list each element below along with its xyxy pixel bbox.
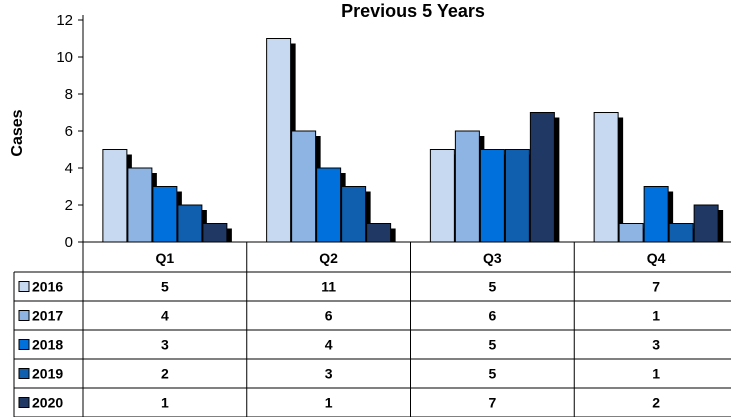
bar-2018-Q2 <box>316 167 342 243</box>
legend-label: 2017 <box>32 308 63 324</box>
bar-shadow <box>226 228 232 242</box>
legend-label: 2018 <box>32 337 63 353</box>
y-tick-label: 6 <box>65 123 73 140</box>
y-tick-label: 8 <box>65 86 73 103</box>
bar-2019-Q1 <box>177 204 203 243</box>
legend-label: 2020 <box>32 395 63 411</box>
bar-shadow <box>554 117 560 242</box>
legend-swatch <box>18 397 30 408</box>
bar-2020-Q1 <box>202 223 228 243</box>
y-tick-label: 4 <box>65 160 73 177</box>
table-cell-value: 3 <box>161 337 169 353</box>
legend-swatch <box>18 368 30 379</box>
bar-shadow <box>718 210 724 242</box>
legend-label: 2016 <box>32 279 63 295</box>
table-cell-value: 7 <box>488 395 496 411</box>
y-axis-label: Cases <box>9 109 26 156</box>
table-cell-value: 7 <box>652 279 660 295</box>
bar-2020-Q3 <box>529 112 555 243</box>
table-cell-value: 2 <box>652 395 660 411</box>
legend-label: 2019 <box>32 366 63 382</box>
table-cell-value: 4 <box>161 308 169 324</box>
bar-shadow <box>668 191 674 242</box>
table-cell-value: 1 <box>161 395 169 411</box>
bar-2016-Q3 <box>429 149 455 243</box>
x-tick-label: Q4 <box>647 250 666 266</box>
table-cell-value: 11 <box>321 279 336 295</box>
bar-2017-Q4 <box>618 223 644 243</box>
legend-swatch <box>18 310 30 321</box>
table-cell-value: 2 <box>161 366 169 382</box>
table-cell-value: 3 <box>325 366 333 382</box>
legend-swatch <box>18 339 30 350</box>
bar-2020-Q4 <box>693 204 719 243</box>
bar-2019-Q2 <box>341 186 367 243</box>
table-cell-value: 1 <box>652 366 660 382</box>
y-tick-label: 2 <box>65 197 73 214</box>
bar-2018-Q4 <box>643 186 669 243</box>
bar-shadow <box>618 117 624 242</box>
table-cell-value: 4 <box>325 337 333 353</box>
bar-2019-Q3 <box>504 149 530 243</box>
bar-2018-Q3 <box>479 149 505 243</box>
bar-2017-Q2 <box>291 130 317 243</box>
bar-2018-Q1 <box>152 186 178 243</box>
table-cell-value: 1 <box>652 308 660 324</box>
bar-2020-Q2 <box>366 223 392 243</box>
table-cell-value: 5 <box>488 337 496 353</box>
x-tick-label: Q3 <box>483 250 502 266</box>
bars <box>102 38 724 243</box>
bar-2016-Q2 <box>266 38 292 243</box>
bar-shadow <box>390 228 396 242</box>
bar-2016-Q1 <box>102 149 128 243</box>
chart-title: Previous 5 Years <box>341 1 485 21</box>
table-cell-value: 6 <box>325 308 333 324</box>
y-tick-label: 10 <box>56 49 73 66</box>
bar-2017-Q3 <box>454 130 480 243</box>
bar-shadow <box>365 191 371 242</box>
bar-2016-Q4 <box>593 112 619 243</box>
table-cell-value: 6 <box>488 308 496 324</box>
table-cell-value: 5 <box>488 366 496 382</box>
legend-swatch <box>18 281 30 292</box>
table-cell-value: 3 <box>652 337 660 353</box>
bar-2019-Q4 <box>668 223 694 243</box>
bar-2017-Q1 <box>127 167 153 243</box>
table-cell-value: 5 <box>488 279 496 295</box>
table-cell-value: 5 <box>161 279 169 295</box>
x-tick-label: Q1 <box>156 250 175 266</box>
y-tick-label: 12 <box>56 12 73 29</box>
y-axis: 0 2 4 6 8 10 12 <box>56 12 84 251</box>
x-tick-label: Q2 <box>319 250 338 266</box>
y-tick-label: 0 <box>65 234 73 251</box>
table-cell-value: 1 <box>325 395 333 411</box>
